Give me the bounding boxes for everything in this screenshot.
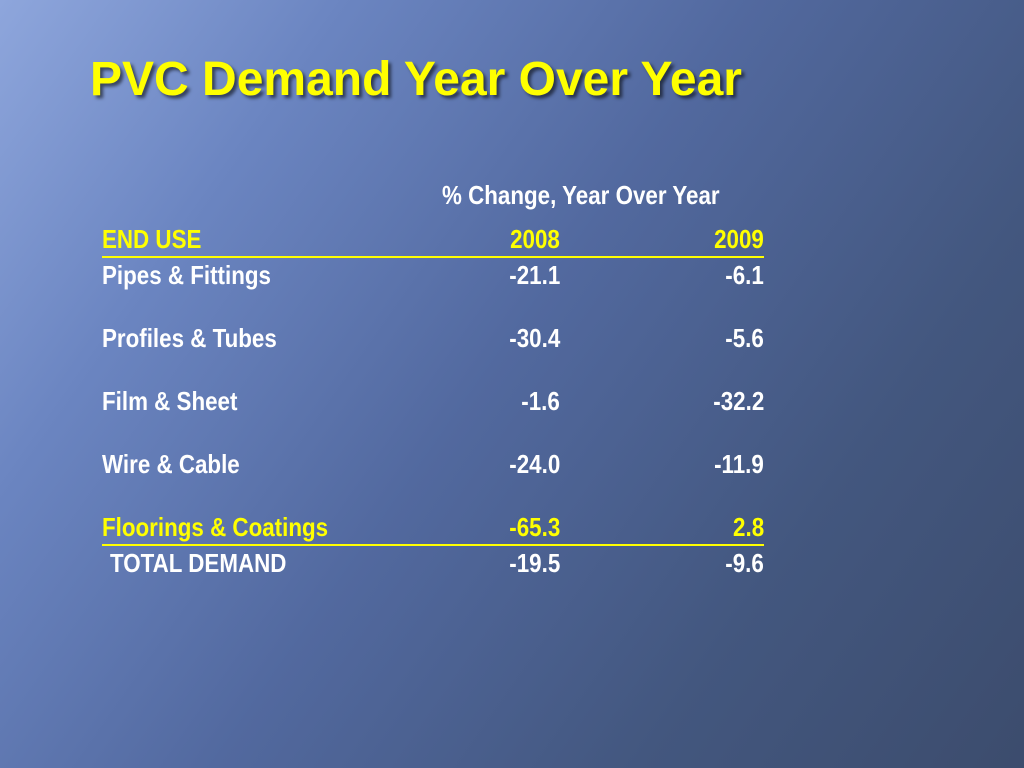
total-label: TOTAL DEMAND [110, 548, 287, 578]
table-row: Floorings & Coatings -65.3 2.8 [102, 510, 764, 546]
row-value-2009: -6.1 [725, 260, 764, 290]
row-value-2008: -24.0 [509, 449, 560, 479]
row-label: Profiles & Tubes [102, 323, 277, 353]
table-row: Film & Sheet -1.6 -32.2 [102, 384, 764, 418]
table-header-row: END USE 2008 2009 [102, 222, 764, 258]
row-value-2008: -65.3 [509, 512, 560, 542]
row-label: Film & Sheet [102, 386, 238, 416]
row-label: Pipes & Fittings [102, 260, 271, 290]
header-end-use: END USE [102, 224, 202, 254]
slide-title: PVC Demand Year Over Year [90, 53, 742, 106]
row-value-2008: -21.1 [509, 260, 560, 290]
total-value-2008: -19.5 [509, 548, 560, 578]
table-total-row: TOTAL DEMAND -19.5 -9.6 [102, 546, 764, 580]
row-value-2008: -30.4 [509, 323, 560, 353]
row-value-2008: -1.6 [521, 386, 560, 416]
total-value-2009: -9.6 [725, 548, 764, 578]
table-caption: % Change, Year Over Year [442, 180, 720, 210]
row-label: Floorings & Coatings [102, 512, 329, 542]
table-row: Wire & Cable -24.0 -11.9 [102, 447, 764, 481]
table-row: Profiles & Tubes -30.4 -5.6 [102, 321, 764, 355]
row-value-2009: 2.8 [732, 512, 764, 542]
row-value-2009: -5.6 [725, 323, 764, 353]
header-2008: 2008 [510, 224, 560, 254]
row-value-2009: -11.9 [714, 449, 764, 479]
row-label: Wire & Cable [102, 449, 240, 479]
row-value-2009: -32.2 [713, 386, 764, 416]
header-2009: 2009 [714, 224, 764, 254]
table-row: Pipes & Fittings -21.1 -6.1 [102, 258, 764, 292]
demand-table: END USE 2008 2009 Pipes & Fittings -21.1… [102, 222, 764, 580]
